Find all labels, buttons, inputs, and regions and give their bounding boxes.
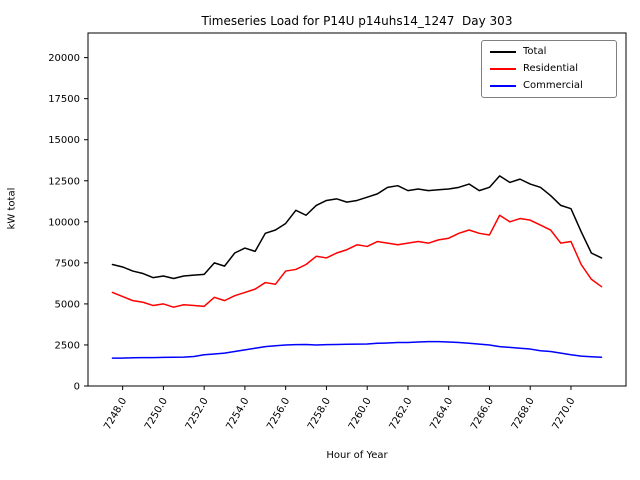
svg-text:7264.0: 7264.0 <box>428 396 455 432</box>
svg-text:7254.0: 7254.0 <box>224 396 251 432</box>
svg-text:7268.0: 7268.0 <box>510 396 537 432</box>
residential-line-swatch <box>490 68 516 70</box>
svg-text:7262.0: 7262.0 <box>388 396 415 432</box>
legend-item-total: Total <box>490 47 608 57</box>
legend-label-commercial: Commercial <box>523 80 583 91</box>
svg-text:7258.0: 7258.0 <box>306 396 333 432</box>
svg-text:20000: 20000 <box>48 53 80 64</box>
legend: Total Residential Commercial <box>481 40 617 98</box>
svg-text:7252.0: 7252.0 <box>184 396 211 432</box>
svg-text:7270.0: 7270.0 <box>551 396 578 432</box>
svg-text:0: 0 <box>74 382 80 393</box>
x-axis-label: Hour of Year <box>326 450 388 461</box>
chart-title: Timeseries Load for P14U p14uhs14_1247 D… <box>201 14 513 28</box>
commercial-line-swatch <box>490 85 516 87</box>
svg-text:2500: 2500 <box>55 340 80 351</box>
svg-text:10000: 10000 <box>48 217 80 228</box>
legend-item-commercial: Commercial <box>490 81 608 91</box>
svg-text:7500: 7500 <box>55 258 80 269</box>
svg-text:7260.0: 7260.0 <box>347 396 374 432</box>
legend-item-residential: Residential <box>490 64 608 74</box>
svg-text:15000: 15000 <box>48 135 80 146</box>
svg-text:7266.0: 7266.0 <box>469 396 496 432</box>
svg-text:7250.0: 7250.0 <box>143 396 170 432</box>
svg-text:7256.0: 7256.0 <box>265 396 292 432</box>
svg-text:5000: 5000 <box>55 299 80 310</box>
legend-label-total: Total <box>523 46 547 57</box>
legend-label-residential: Residential <box>523 63 579 74</box>
svg-text:12500: 12500 <box>48 176 80 187</box>
svg-text:17500: 17500 <box>48 94 80 105</box>
total-line-swatch <box>490 51 516 53</box>
svg-text:7248.0: 7248.0 <box>102 396 129 432</box>
